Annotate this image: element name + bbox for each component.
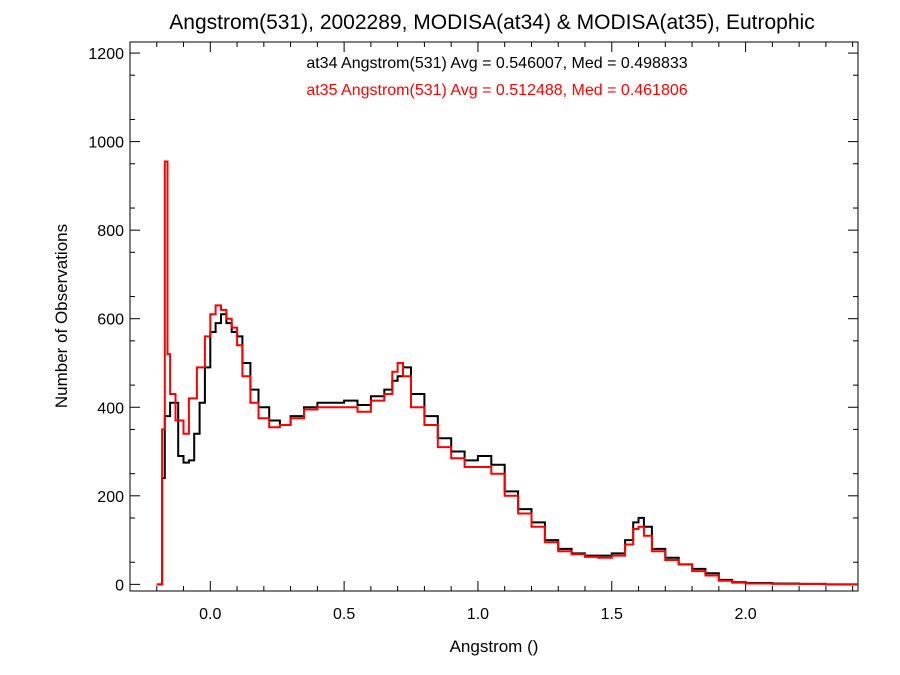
- y-tick-label: 200: [97, 489, 124, 506]
- x-axis-label: Angstrom (): [450, 637, 539, 656]
- y-axis-label: Number of Observations: [52, 224, 71, 408]
- x-tick-label: 0.0: [199, 606, 221, 623]
- y-tick-label: 600: [97, 312, 124, 329]
- y-tick-label: 400: [97, 400, 124, 417]
- axis-ticks: [130, 42, 858, 591]
- y-tick-label: 0: [115, 577, 124, 594]
- y-tick-label: 1200: [88, 46, 124, 63]
- axis-tick-labels: 0.0 0.5 1.0 1.5 2.0 0 200 400 600 800 1000 1200: [88, 46, 756, 623]
- x-tick-label: 1.0: [467, 606, 489, 623]
- x-tick-label: 1.5: [601, 606, 623, 623]
- chart-title: Angstrom(531), 2002289, MODISA(at34) & M…: [169, 11, 814, 34]
- series-layer: [156, 160, 858, 586]
- annotation-at35: at35 Angstrom(531) Avg = 0.512488, Med =…: [306, 82, 687, 99]
- plot-frame: [129, 41, 859, 592]
- x-tick-label: 2.0: [734, 606, 756, 623]
- annotation-at34: at34 Angstrom(531) Avg = 0.546007, Med =…: [306, 55, 687, 72]
- y-tick-label: 1000: [88, 135, 124, 152]
- y-tick-label: 800: [97, 223, 124, 240]
- series-at35-line: [156, 160, 858, 586]
- series-at34-line: [156, 313, 858, 586]
- x-tick-label: 0.5: [333, 606, 355, 623]
